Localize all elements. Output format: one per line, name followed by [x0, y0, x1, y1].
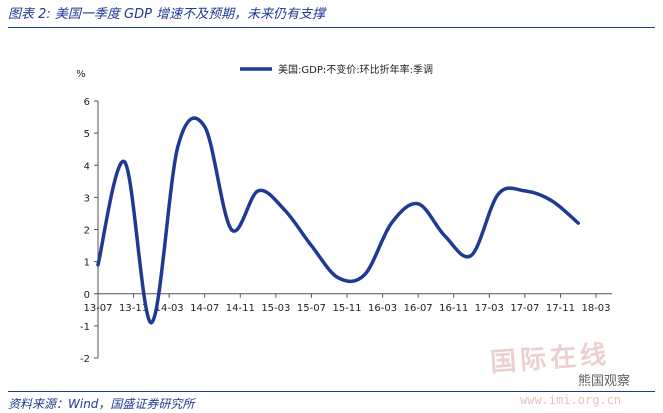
x-tick-label: 17-07 — [510, 303, 539, 314]
y-tick-label: 2 — [84, 226, 90, 237]
y-tick-label: 0 — [84, 290, 90, 301]
data-point — [257, 190, 259, 192]
y-tick-label: -1 — [80, 322, 90, 333]
data-point — [391, 222, 393, 224]
x-tick-label: 16-07 — [404, 303, 433, 314]
x-tick-label: 14-11 — [226, 303, 255, 314]
data-point — [524, 190, 526, 192]
data-point — [177, 145, 179, 147]
data-point — [551, 200, 553, 202]
data-point — [231, 229, 233, 231]
x-tick-label: 16-03 — [368, 303, 397, 314]
data-point — [284, 209, 286, 211]
x-tick-label: 14-03 — [155, 303, 184, 314]
series-group — [96, 116, 580, 325]
x-tick-label: 13-11 — [119, 303, 148, 314]
data-point — [577, 222, 579, 224]
series-line — [96, 116, 580, 325]
x-tick-label: 13-07 — [83, 303, 112, 314]
legend: 美国:GDP:不变价:环比折年率:季调 — [240, 63, 433, 76]
data-point — [444, 235, 446, 237]
data-point — [497, 193, 499, 195]
x-tick-label: 17-03 — [475, 303, 504, 314]
data-point — [364, 274, 366, 276]
x-tick-label: 16-11 — [439, 303, 468, 314]
chart-title: 图表 2: 美国一季度 GDP 增速不及预期，未来仍有支撑 — [8, 3, 655, 28]
x-tick-label: 15-11 — [332, 303, 361, 314]
y-tick-label: -2 — [80, 354, 90, 365]
data-point — [124, 161, 126, 163]
data-point — [204, 126, 206, 128]
y-tick-label: 3 — [84, 193, 90, 204]
data-point — [97, 264, 99, 266]
data-point — [337, 277, 339, 279]
x-tick-label: 18-03 — [581, 303, 610, 314]
y-tick-label: 4 — [84, 161, 90, 172]
x-tick-label: 17-11 — [546, 303, 575, 314]
y-tick-label: 6 — [84, 97, 90, 108]
y-tick-label: 5 — [84, 129, 90, 140]
x-tick-label: 14-07 — [190, 303, 219, 314]
x-tick-label: 15-03 — [261, 303, 290, 314]
x-tick-label: 15-07 — [297, 303, 326, 314]
y-axis-label: % — [76, 69, 86, 80]
data-point — [311, 245, 313, 247]
data-point — [471, 254, 473, 256]
x-axis: 13-07 13-11 14-03 14-07 14-11 15-03 15-07 15-11… — [83, 293, 612, 314]
data-point — [151, 322, 153, 324]
data-point — [417, 203, 419, 205]
legend-label: 美国:GDP:不变价:环比折年率:季调 — [278, 63, 433, 76]
y-axis: -2 -1 0 1 2 3 4 5 6% — [76, 69, 99, 365]
y-tick-label: 1 — [84, 258, 90, 269]
source-note: 资料来源：Wind，国盛证券研究所 — [8, 391, 655, 412]
